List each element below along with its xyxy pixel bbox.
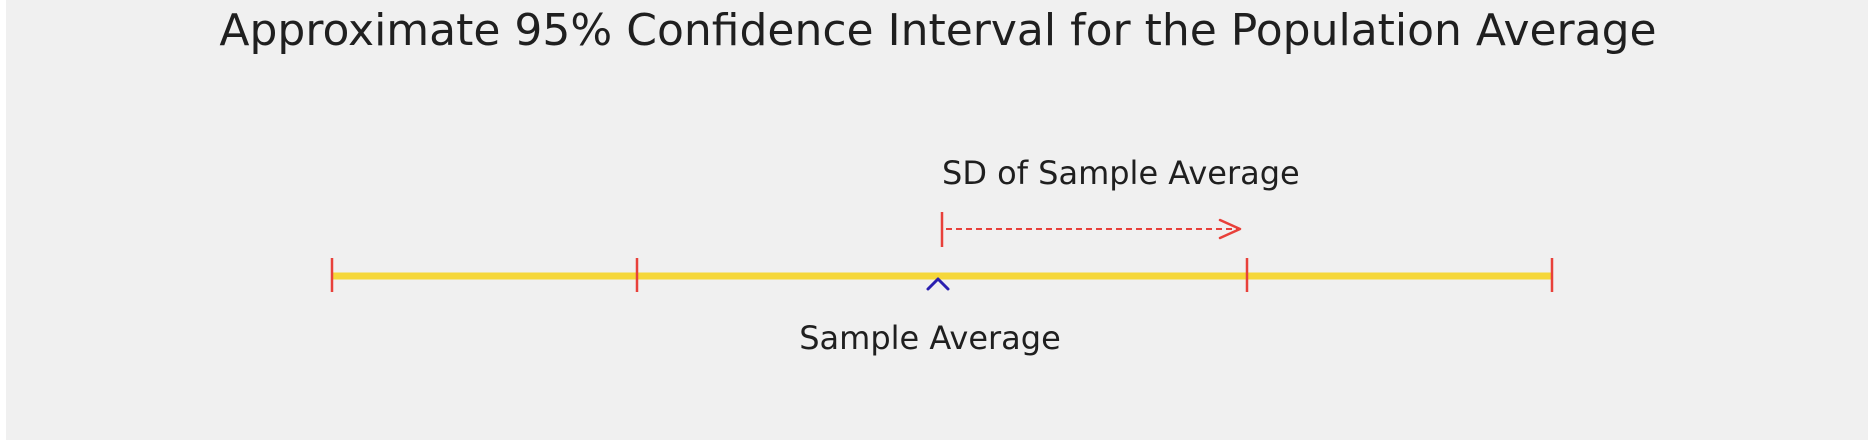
sd-label: SD of Sample Average [942,154,1300,192]
diagram-panel: Approximate 95% Confidence Interval for … [6,0,1868,440]
diagram-title: Approximate 95% Confidence Interval for … [219,5,1656,56]
sample-average-marker [926,277,950,291]
sd-arrow-head [1218,218,1242,240]
sample-average-label: Sample Average [799,319,1061,357]
confidence-interval-diagram: Approximate 95% Confidence Interval for … [219,5,1656,357]
